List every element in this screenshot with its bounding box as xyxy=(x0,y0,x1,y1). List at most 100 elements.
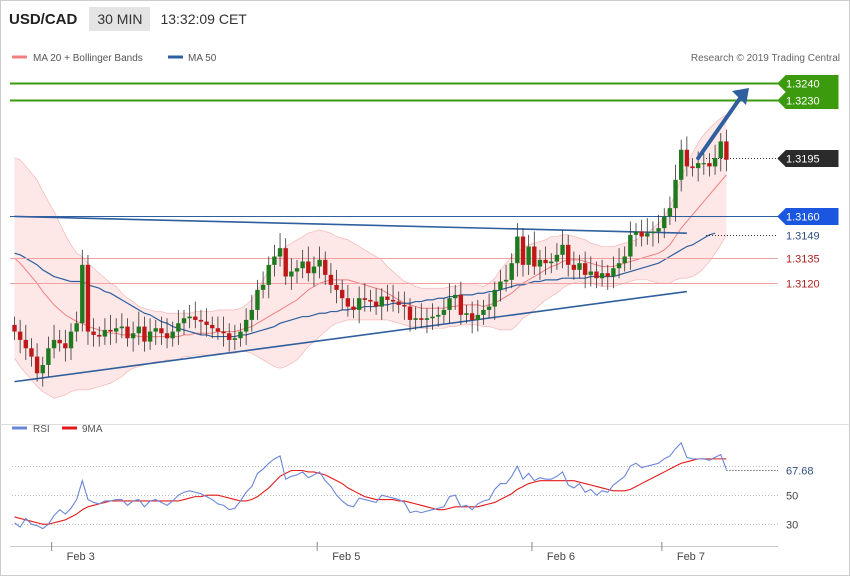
candle-body xyxy=(198,319,204,322)
level-badge-1.3120 xyxy=(777,275,839,292)
candle-body xyxy=(289,271,294,277)
symbol-label: USD/CAD xyxy=(9,10,78,28)
candle-body xyxy=(605,273,610,277)
candle-body xyxy=(164,333,170,339)
candle-body xyxy=(153,328,158,332)
candle-body xyxy=(323,259,328,275)
candle-body xyxy=(515,236,520,264)
candle-body xyxy=(23,339,28,349)
candle-body xyxy=(469,313,475,320)
candle-body xyxy=(255,289,260,310)
candle-body xyxy=(492,289,497,307)
chart-header: USD/CAD 30 MIN 13:32:09 CET xyxy=(9,6,247,32)
projection-arrow-head xyxy=(732,88,749,106)
level-badge-1.3160 xyxy=(777,208,839,225)
candle-body xyxy=(673,179,678,209)
candle-body xyxy=(543,259,548,264)
candle-body xyxy=(29,348,34,357)
candle-body xyxy=(712,158,718,167)
candle-body xyxy=(12,324,17,332)
candle-body xyxy=(102,329,108,337)
candle-body xyxy=(379,296,384,307)
candle-body xyxy=(509,263,514,280)
candle-body xyxy=(684,149,690,167)
candle-body xyxy=(594,271,599,279)
level-label-1.3230: 1.3230 xyxy=(786,96,820,108)
timeframe-button[interactable]: 30 MIN xyxy=(89,7,151,31)
candle-body xyxy=(628,234,633,257)
candle-body xyxy=(662,216,667,229)
candle-body xyxy=(34,356,40,374)
rsi-tick-50: 50 xyxy=(786,491,798,503)
candle-body xyxy=(147,331,153,342)
candle-body xyxy=(690,166,695,169)
candle-body xyxy=(560,244,565,255)
candle-body xyxy=(306,261,311,274)
candle-body xyxy=(441,309,447,315)
projection-arrow-shaft xyxy=(696,92,745,161)
rsi-tick-30: 30 xyxy=(786,520,798,532)
candle-body xyxy=(424,318,430,320)
candle-body xyxy=(611,268,616,277)
candle-body xyxy=(407,306,413,320)
candle-body xyxy=(266,264,271,285)
level-label-1.3160: 1.3160 xyxy=(786,212,820,224)
candle-body xyxy=(311,266,317,274)
candle-body xyxy=(51,339,57,349)
level-label-1.3135: 1.3135 xyxy=(786,254,820,266)
clock-label: 13:32:09 CET xyxy=(160,11,247,27)
level-label-1.3195: 1.3195 xyxy=(786,154,820,166)
candle-body xyxy=(108,329,113,332)
x-tick-label-3: Feb 7 xyxy=(677,551,705,563)
rsi-last-badge xyxy=(780,462,830,479)
candle-body xyxy=(294,268,300,272)
level-badge-1.3149 xyxy=(777,227,839,244)
candle-body xyxy=(718,141,723,159)
candle-body xyxy=(80,264,85,324)
candle-body xyxy=(503,279,509,282)
candle-body xyxy=(656,228,661,232)
candle-body xyxy=(46,348,51,365)
candle-body xyxy=(639,231,644,237)
candle-body xyxy=(351,306,356,310)
copyright-label: Research © 2019 Trading Central xyxy=(691,53,840,64)
candle-body xyxy=(328,274,334,285)
candle-body xyxy=(238,331,243,339)
candle-body xyxy=(430,316,435,319)
x-tick-label-0: Feb 3 xyxy=(67,551,95,563)
candle-body xyxy=(119,326,125,329)
candle-body xyxy=(176,323,181,332)
candle-body xyxy=(187,316,192,319)
candle-body xyxy=(232,338,238,340)
rsi-ma-line xyxy=(14,458,727,525)
candles-group xyxy=(12,129,729,387)
candle-body xyxy=(413,318,418,320)
candle-body xyxy=(97,334,102,337)
candle-body xyxy=(571,264,577,270)
candle-body xyxy=(125,326,130,339)
level-label-1.3149: 1.3149 xyxy=(786,231,820,243)
level-badge-1.3230 xyxy=(777,92,839,109)
candle-body xyxy=(566,244,571,265)
candle-body xyxy=(520,236,526,265)
candle-body xyxy=(577,263,582,270)
candle-body xyxy=(17,331,23,340)
candle-body xyxy=(170,331,175,339)
candle-body xyxy=(142,326,147,342)
candle-body xyxy=(334,284,339,290)
candle-body xyxy=(74,323,79,332)
candle-body xyxy=(549,261,554,264)
candle-body xyxy=(447,298,452,310)
candle-body xyxy=(362,298,367,300)
candle-body xyxy=(260,284,266,290)
bollinger-band-fill xyxy=(14,114,727,399)
candle-body xyxy=(227,333,232,340)
candle-body xyxy=(40,364,45,374)
candle-body xyxy=(724,141,729,160)
candle-body xyxy=(498,281,503,290)
candle-body xyxy=(622,256,627,264)
candle-body xyxy=(458,294,464,315)
candle-body xyxy=(63,343,68,349)
